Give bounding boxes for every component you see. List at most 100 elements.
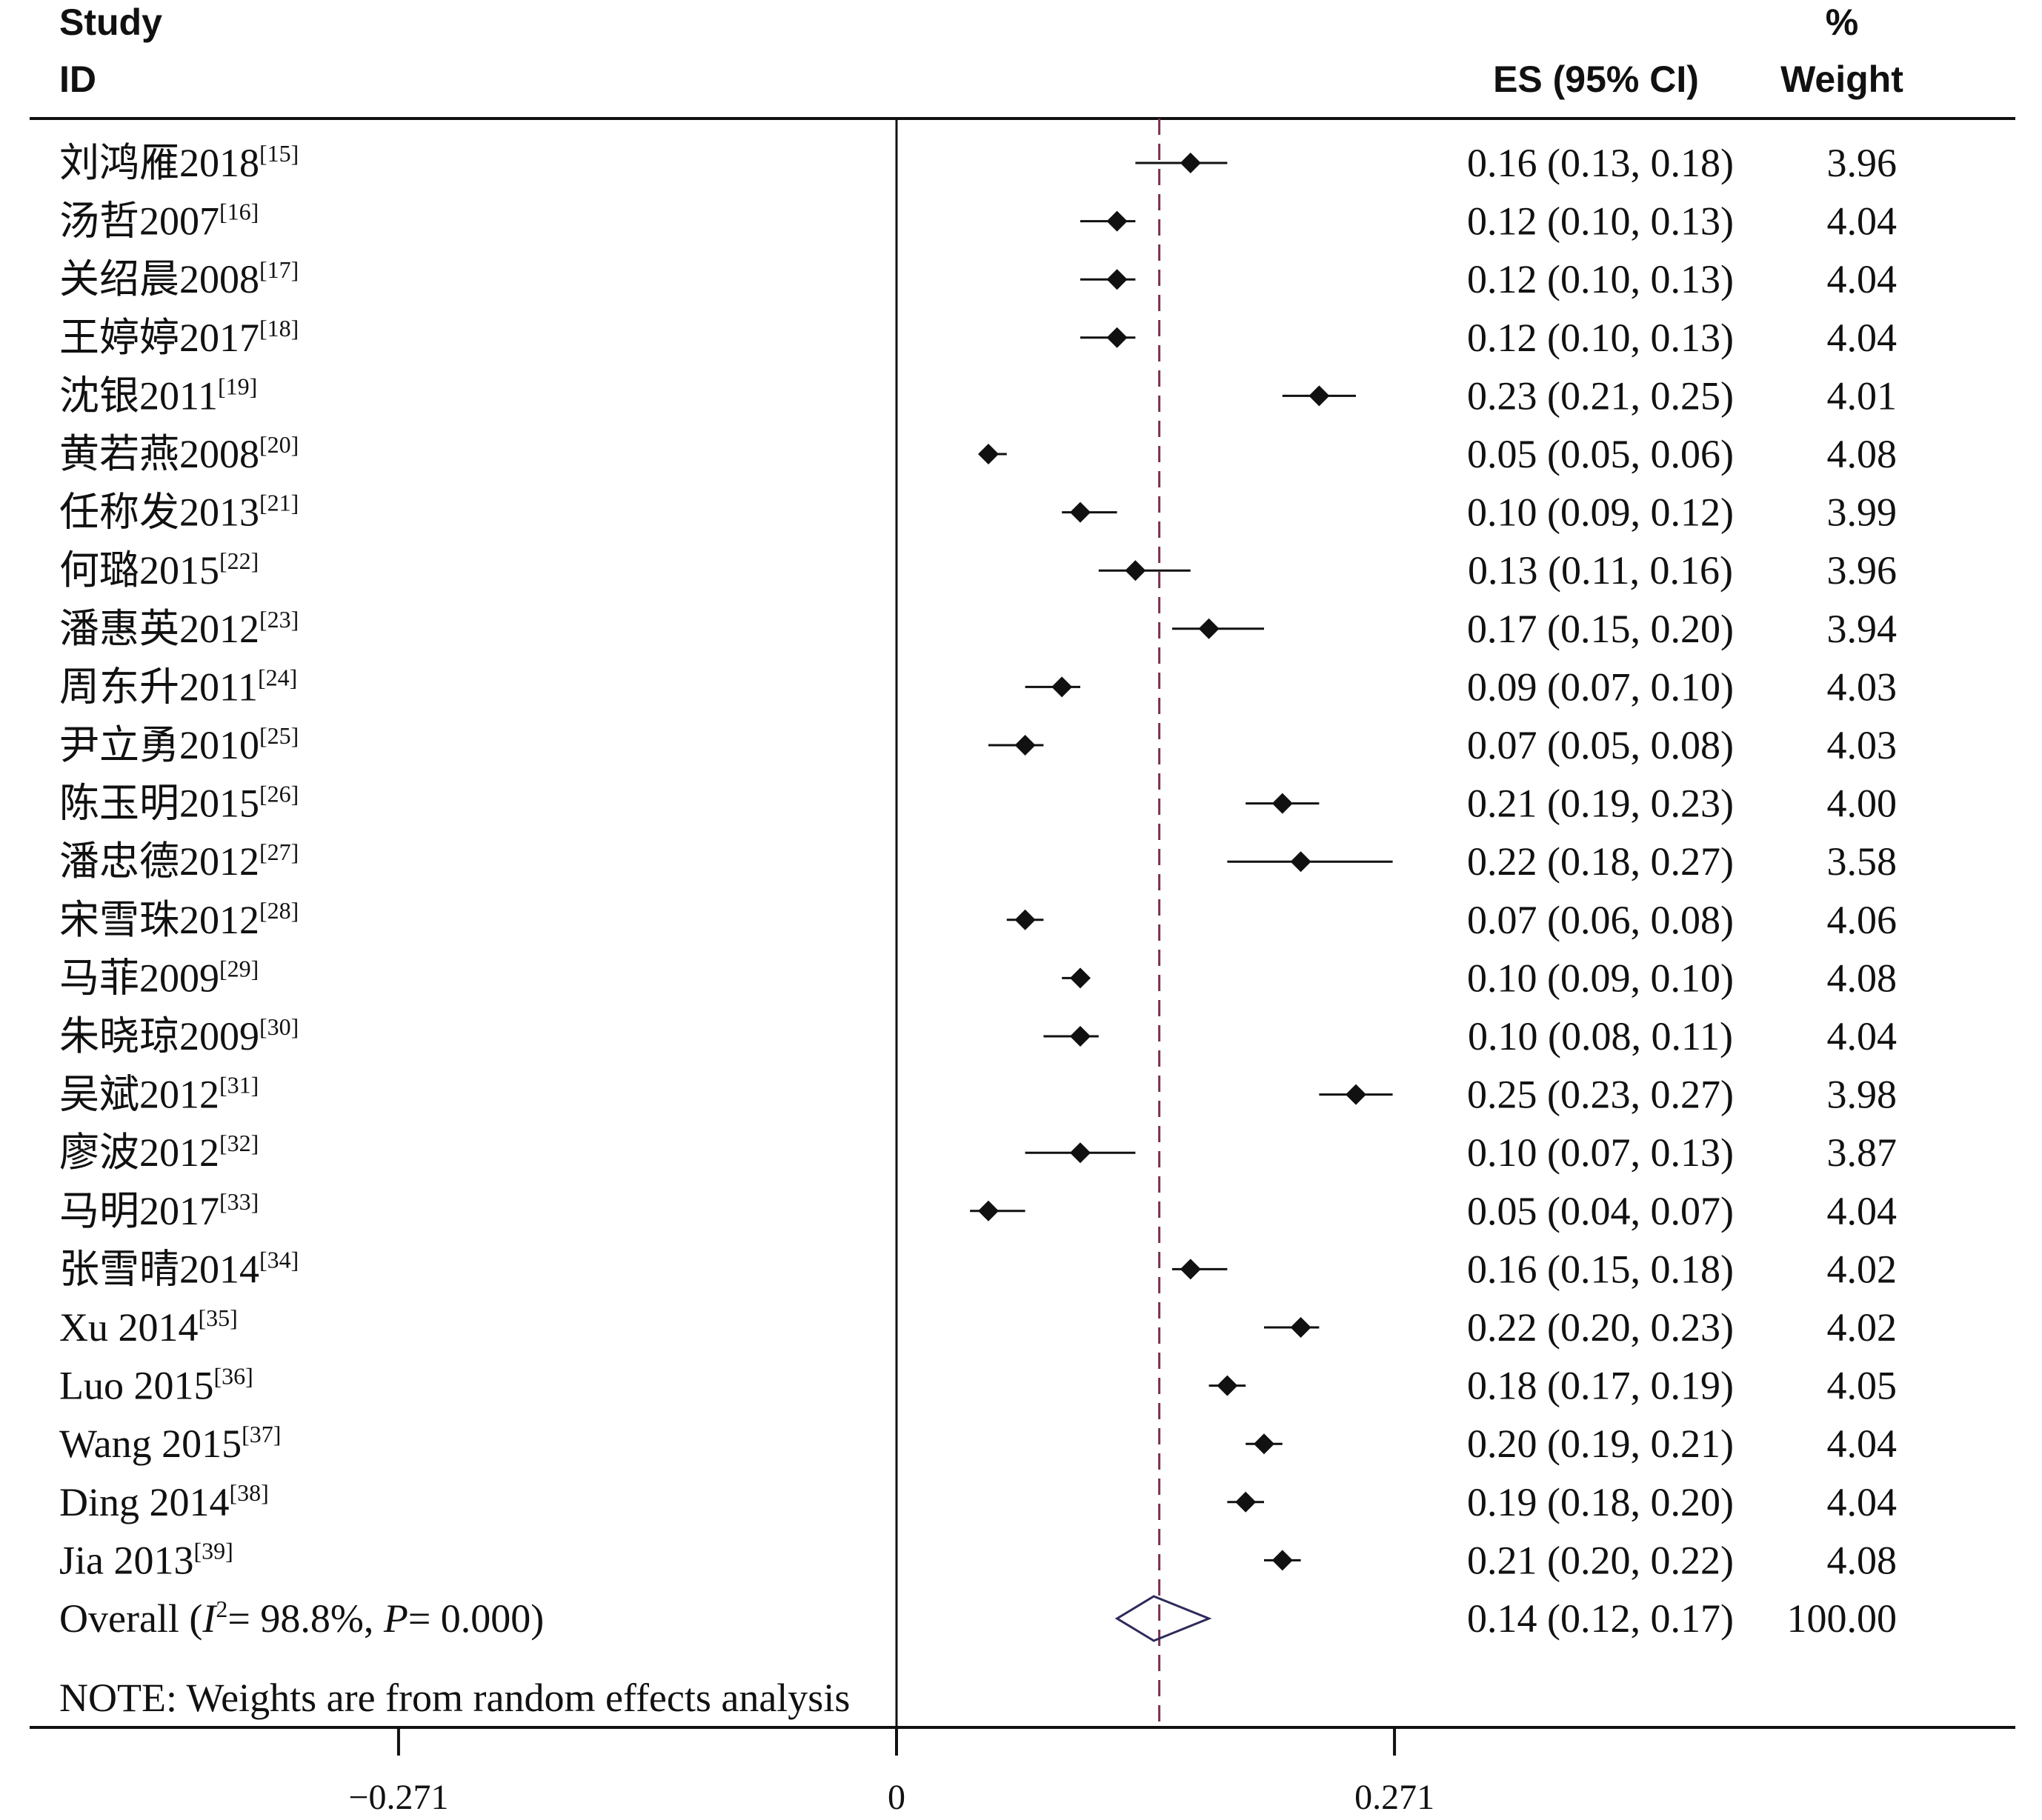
- study-label: 任称发2013[21]: [59, 490, 299, 535]
- es-ci-value: 0.12 (0.10, 0.13): [1467, 199, 1734, 244]
- weight-value: 4.04: [1827, 316, 1898, 360]
- study-label: 陈玉明2015[26]: [59, 781, 299, 826]
- study-label: 吴斌2012[31]: [59, 1072, 259, 1117]
- study-name: 潘忠德2012: [59, 839, 259, 884]
- study-name: 廖波2012: [59, 1130, 219, 1175]
- effect-point: [1290, 851, 1311, 873]
- effect-point: [1106, 269, 1128, 290]
- study-label: 王婷婷2017[18]: [59, 315, 299, 360]
- study-reference: [26]: [259, 781, 299, 807]
- weight-value: 3.99: [1827, 490, 1898, 535]
- study-name: 任称发2013: [59, 490, 259, 535]
- es-ci-value: 0.10 (0.07, 0.13): [1467, 1130, 1734, 1175]
- study-reference: [35]: [199, 1304, 238, 1331]
- study-name: 何璐2015: [59, 548, 219, 593]
- header-percent: %: [1826, 1, 1858, 43]
- study-label: Luo 2015[36]: [59, 1363, 253, 1408]
- study-label: 何璐2015[22]: [59, 547, 259, 593]
- study-reference: [30]: [259, 1013, 299, 1040]
- effect-point: [1125, 560, 1146, 581]
- es-ci-value: 0.17 (0.15, 0.20): [1467, 607, 1734, 651]
- weight-value: 4.01: [1827, 373, 1898, 418]
- study-row: 尹立勇2010[25] 0.07 (0.05, 0.08) 4.03: [59, 722, 1897, 767]
- es-ci-value: 0.22 (0.18, 0.27): [1467, 839, 1734, 884]
- study-reference: [31]: [219, 1072, 259, 1099]
- study-label: Wang 2015[37]: [59, 1421, 281, 1466]
- study-rows: 刘鸿雁2018[15] 0.16 (0.13, 0.18) 3.96汤哲2007[1…: [59, 140, 1897, 1582]
- study-reference: [24]: [258, 664, 297, 690]
- weight-value: 4.03: [1827, 664, 1898, 709]
- study-name: Ding 2014: [59, 1480, 230, 1524]
- study-label: 马菲2009[29]: [59, 955, 259, 1000]
- study-name: 沈银2011: [59, 373, 218, 418]
- study-name: 张雪晴2014: [59, 1247, 259, 1291]
- es-ci-value: 0.05 (0.04, 0.07): [1467, 1189, 1734, 1233]
- study-name: 黄若燕2008: [59, 432, 259, 476]
- es-ci-value: 0.25 (0.23, 0.27): [1467, 1073, 1734, 1117]
- study-name: 刘鸿雁2018: [59, 141, 259, 185]
- es-ci-value: 0.12 (0.10, 0.13): [1467, 316, 1734, 360]
- study-label: 关绍晨2008[17]: [59, 256, 299, 301]
- study-row: 何璐2015[22] 0.13 (0.11, 0.16) 3.96: [59, 547, 1897, 593]
- overall-diamond: [1114, 1595, 1212, 1642]
- study-reference: [21]: [259, 490, 299, 516]
- study-label: 黄若燕2008[20]: [59, 431, 299, 476]
- weight-value: 3.96: [1827, 141, 1898, 185]
- study-label: Jia 2013[39]: [59, 1537, 233, 1582]
- es-ci-value: 0.13 (0.11, 0.16): [1468, 548, 1733, 593]
- study-row: 马菲2009[29] 0.10 (0.09, 0.10) 4.08: [59, 955, 1897, 1000]
- weight-value: 4.04: [1827, 199, 1898, 244]
- overall-row: Overall (I2= 98.8%, P= 0.000) 0.14 (0.12,…: [59, 1595, 1897, 1642]
- effect-point: [1014, 909, 1036, 930]
- study-row: Luo 2015[36] 0.18 (0.17, 0.19) 4.05: [59, 1363, 1897, 1408]
- study-reference: [32]: [219, 1130, 259, 1156]
- study-row: 沈银2011[19] 0.23 (0.21, 0.25) 4.01: [59, 373, 1897, 418]
- study-reference: [33]: [219, 1188, 259, 1215]
- study-label: 汤哲2007[16]: [59, 199, 259, 244]
- study-reference: [38]: [230, 1479, 269, 1506]
- overall-label: Overall (I2= 98.8%, P= 0.000): [59, 1596, 544, 1641]
- study-name: 关绍晨2008: [59, 257, 259, 301]
- study-row: Ding 2014[38] 0.19 (0.18, 0.20) 4.04: [59, 1479, 1897, 1524]
- es-ci-value: 0.16 (0.15, 0.18): [1467, 1247, 1734, 1291]
- es-ci-value: 0.21 (0.19, 0.23): [1467, 781, 1734, 826]
- study-name: 吴斌2012: [59, 1073, 219, 1117]
- study-row: 王婷婷2017[18] 0.12 (0.10, 0.13) 4.04: [59, 315, 1897, 360]
- effect-point: [1070, 1142, 1091, 1164]
- effect-point: [1217, 1375, 1238, 1396]
- x-axis-ticks: −0.271 0 0.271: [348, 1727, 1434, 1817]
- study-label: 朱晓琼2009[30]: [59, 1013, 299, 1059]
- overall-label-part: P: [383, 1596, 408, 1641]
- study-name: 陈玉明2015: [59, 781, 259, 826]
- study-name: 周东升2011: [59, 664, 258, 709]
- study-row: 马明2017[33] 0.05 (0.04, 0.07) 4.04: [59, 1188, 1897, 1233]
- study-row: 廖波2012[32] 0.10 (0.07, 0.13) 3.87: [59, 1130, 1897, 1175]
- es-ci-value: 0.16 (0.13, 0.18): [1467, 141, 1734, 185]
- weight-value: 3.96: [1827, 548, 1898, 593]
- header-id: ID: [59, 59, 96, 100]
- overall-label-part: = 0.000): [408, 1596, 544, 1641]
- study-label: Xu 2014[35]: [59, 1304, 238, 1350]
- study-label: 周东升2011[24]: [59, 664, 297, 709]
- es-ci-value: 0.07 (0.06, 0.08): [1467, 898, 1734, 942]
- weight-value: 4.04: [1827, 1014, 1898, 1059]
- weight-value: 4.03: [1827, 723, 1898, 767]
- weight-value: 3.87: [1827, 1130, 1898, 1175]
- study-label: 张雪晴2014[34]: [59, 1246, 299, 1291]
- study-row: 周东升2011[24] 0.09 (0.07, 0.10) 4.03: [59, 664, 1897, 709]
- study-reference: [37]: [242, 1421, 281, 1447]
- study-reference: [18]: [259, 315, 299, 341]
- effect-point: [1180, 153, 1201, 173]
- study-name: Xu 2014: [59, 1305, 199, 1350]
- x-tick-label: 0: [888, 1778, 905, 1817]
- study-label: 潘惠英2012[23]: [59, 606, 299, 651]
- es-ci-value: 0.22 (0.20, 0.23): [1467, 1305, 1734, 1350]
- header-weight: Weight: [1780, 59, 1903, 100]
- overall-es-ci-value: 0.14 (0.12, 0.17): [1467, 1596, 1734, 1641]
- study-name: 马明2017: [59, 1189, 219, 1233]
- effect-point: [1106, 327, 1128, 348]
- study-name: 王婷婷2017: [59, 316, 259, 360]
- study-row: 关绍晨2008[17] 0.12 (0.10, 0.13) 4.04: [59, 256, 1897, 301]
- es-ci-value: 0.10 (0.09, 0.10): [1467, 956, 1734, 1000]
- es-ci-value: 0.19 (0.18, 0.20): [1467, 1480, 1734, 1524]
